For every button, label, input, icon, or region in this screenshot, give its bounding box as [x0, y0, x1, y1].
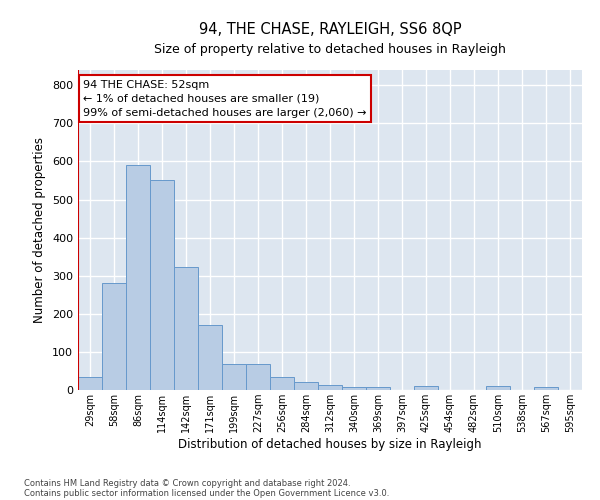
Bar [414, 386, 438, 390]
Bar [126, 165, 150, 390]
Text: 94, THE CHASE, RAYLEIGH, SS6 8QP: 94, THE CHASE, RAYLEIGH, SS6 8QP [199, 22, 461, 38]
Bar [246, 364, 270, 390]
Bar [486, 386, 510, 390]
Bar [342, 387, 366, 390]
Bar [102, 284, 126, 390]
Y-axis label: Number of detached properties: Number of detached properties [34, 137, 46, 323]
Bar [366, 387, 390, 390]
Text: Contains HM Land Registry data © Crown copyright and database right 2024.: Contains HM Land Registry data © Crown c… [24, 478, 350, 488]
Bar [174, 267, 198, 390]
Bar [150, 180, 174, 390]
Text: Contains public sector information licensed under the Open Government Licence v3: Contains public sector information licen… [24, 488, 389, 498]
Bar [294, 382, 318, 390]
Text: Size of property relative to detached houses in Rayleigh: Size of property relative to detached ho… [154, 42, 506, 56]
Bar [270, 376, 294, 390]
Bar [534, 387, 558, 390]
Text: 94 THE CHASE: 52sqm
← 1% of detached houses are smaller (19)
99% of semi-detache: 94 THE CHASE: 52sqm ← 1% of detached hou… [83, 80, 367, 118]
Bar [318, 386, 342, 390]
Bar [78, 376, 102, 390]
X-axis label: Distribution of detached houses by size in Rayleigh: Distribution of detached houses by size … [178, 438, 482, 451]
Bar [198, 325, 222, 390]
Bar [222, 364, 246, 390]
